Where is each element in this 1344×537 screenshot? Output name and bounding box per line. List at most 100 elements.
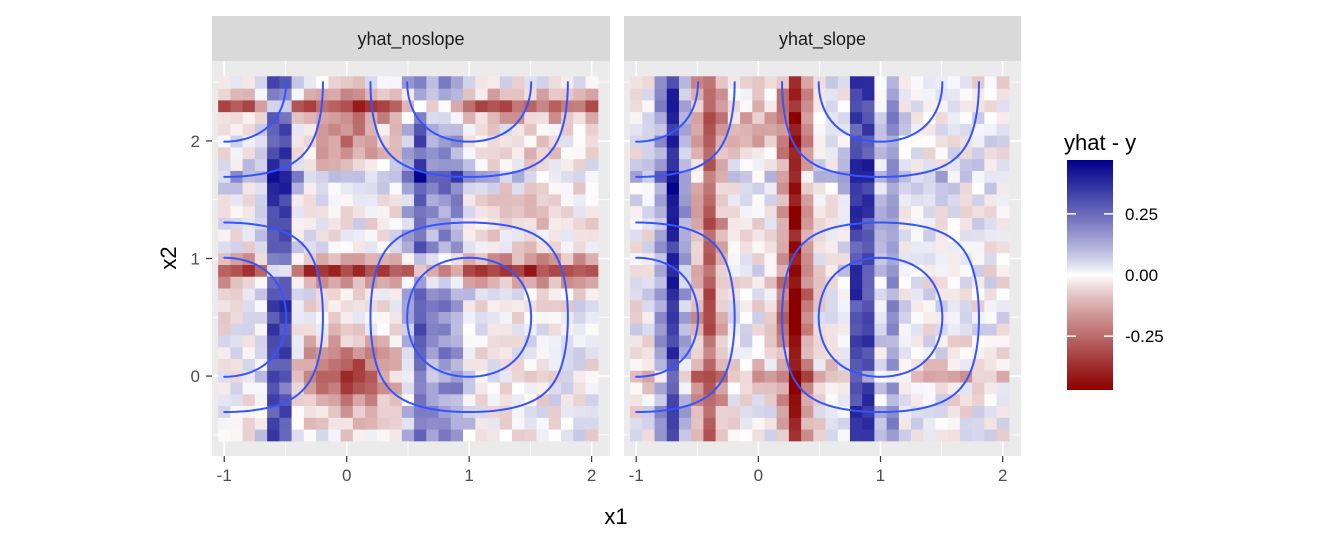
heatmap-tile <box>801 111 814 124</box>
x-tick-label: 0 <box>754 466 763 485</box>
heatmap-tile <box>911 240 924 254</box>
heatmap-tile <box>352 146 366 160</box>
heatmap-tile <box>340 182 354 195</box>
heatmap-tile <box>825 393 839 407</box>
heatmap-tile <box>984 276 998 289</box>
heatmap-tile <box>267 393 280 407</box>
heatmap-tile <box>862 99 876 113</box>
panel-yhat-slope: yhat_slope <box>624 16 1021 456</box>
strip-label: yhat_slope <box>779 29 866 50</box>
y-tick-label: 0 <box>191 367 200 386</box>
heatmap-tile <box>740 76 753 89</box>
heatmap-tile <box>972 146 985 160</box>
heatmap-tile <box>972 135 985 148</box>
heatmap-tile <box>536 135 550 148</box>
heatmap-tile <box>487 299 501 313</box>
heatmap-tile <box>642 111 656 124</box>
heatmap-tile <box>401 170 415 183</box>
heatmap-tile <box>475 264 489 277</box>
heatmap-tile <box>642 229 656 242</box>
heatmap-tile <box>886 182 900 195</box>
heatmap-tile <box>911 334 924 348</box>
heatmap-tile <box>996 205 1010 218</box>
heatmap-tile <box>715 217 729 230</box>
heatmap-tile <box>862 346 876 360</box>
heatmap-tile <box>911 217 924 230</box>
strip-background <box>212 16 610 61</box>
heatmap-tile <box>377 393 391 407</box>
heatmap-tile <box>340 264 354 277</box>
heatmap-tile <box>642 358 656 371</box>
heatmap-tile <box>218 123 231 136</box>
heatmap-tile <box>874 111 888 124</box>
heatmap-tile <box>512 370 525 383</box>
heatmap-tile <box>837 311 851 324</box>
contour-line <box>223 81 569 414</box>
heatmap-tile <box>703 287 717 301</box>
heatmap-tile <box>267 135 280 148</box>
heatmap-tile <box>340 205 354 218</box>
heatmap-tile <box>752 346 766 360</box>
heatmap-tile <box>487 358 501 371</box>
heatmap-tile <box>487 146 501 160</box>
heatmap-tile <box>218 334 231 348</box>
heatmap-tile <box>499 182 513 195</box>
heatmap-tile <box>813 370 827 383</box>
heatmap-tile <box>727 393 741 407</box>
heatmap-tile <box>426 334 440 348</box>
heatmap-tile <box>463 287 476 301</box>
heatmap-tile <box>727 146 741 160</box>
heatmap-tile <box>886 334 900 348</box>
x-tick-label: 0 <box>342 466 351 485</box>
heatmap-tile <box>886 240 900 254</box>
heatmap-tile <box>678 240 692 254</box>
heatmap-tile <box>340 358 354 371</box>
heatmap-tile <box>996 76 1010 89</box>
heatmap-tile <box>561 358 574 371</box>
contour-line <box>635 81 980 414</box>
heatmap-tile <box>548 311 562 324</box>
heatmap-tile <box>414 111 427 124</box>
heatmap-tile <box>740 276 753 289</box>
heatmap-tile <box>947 111 961 124</box>
heatmap-tile <box>740 123 753 136</box>
heatmap-tile <box>450 417 464 430</box>
heatmap-tile <box>487 229 501 242</box>
heatmap-tile <box>691 405 704 418</box>
heatmap-tile <box>267 417 280 430</box>
heatmap-tile <box>389 193 403 207</box>
heatmap-tile <box>678 111 692 124</box>
heatmap-tile <box>291 428 305 442</box>
heatmap-tile <box>254 358 268 371</box>
heatmap-tile <box>862 276 876 289</box>
heatmap-tile <box>438 88 452 101</box>
heatmap-tile <box>947 334 961 348</box>
heatmap-tile <box>573 146 587 160</box>
heatmap-tile <box>401 381 415 395</box>
heatmap-tile <box>242 158 256 171</box>
heatmap-tile <box>328 370 342 383</box>
heatmap-tile <box>911 358 924 371</box>
strip-label: yhat_noslope <box>357 29 464 50</box>
heatmap-tile <box>242 205 256 218</box>
heatmap-tile <box>837 217 851 230</box>
heatmap-tile <box>801 370 814 383</box>
heatmap-tile <box>377 417 391 430</box>
heatmap-tile <box>401 193 415 207</box>
heatmap-tile <box>715 393 729 407</box>
heatmap-tile <box>352 334 366 348</box>
heatmap-tile <box>218 287 231 301</box>
heatmap-tile <box>536 146 550 160</box>
heatmap-tile <box>340 334 354 348</box>
heatmap-tile <box>654 381 668 395</box>
heatmap-tile <box>752 417 766 430</box>
heatmap-tile <box>267 182 280 195</box>
heatmap-tile <box>959 276 973 289</box>
heatmap-tile <box>291 299 305 313</box>
heatmap-tile <box>911 229 924 242</box>
heatmap-tile <box>862 76 876 89</box>
heatmap-tile <box>512 346 525 360</box>
heatmap-tile <box>911 158 924 171</box>
heatmap-tile <box>972 123 985 136</box>
heatmap-tile <box>426 311 440 324</box>
